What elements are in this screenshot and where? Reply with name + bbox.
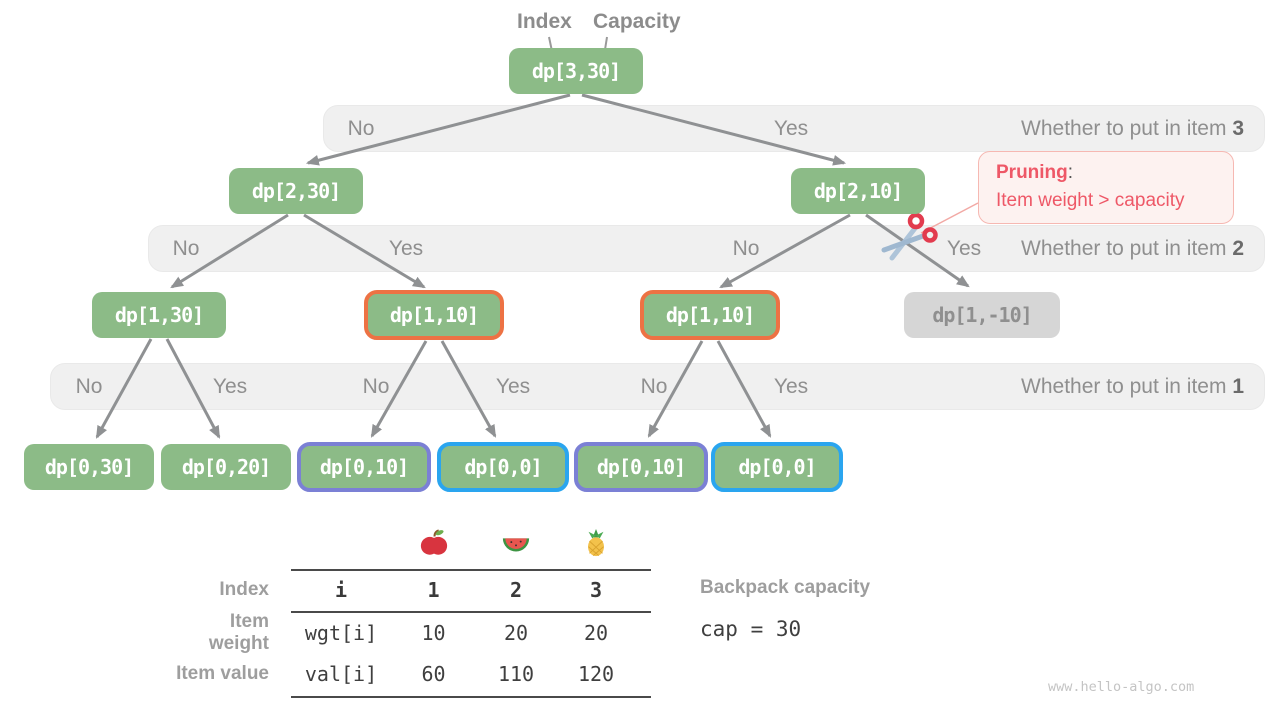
decision-label: No — [75, 375, 103, 398]
tree-arrows — [95, 93, 970, 439]
question-text: Whether to put in item — [1021, 375, 1233, 398]
table-cell: 2 — [509, 578, 523, 602]
table-rule-middle — [291, 611, 651, 613]
decision-label: Yes — [388, 237, 424, 260]
decision-label: No — [362, 375, 390, 398]
decision-bar-item-1: No Yes No Yes No Yes Whether to put in i… — [50, 363, 1265, 410]
apple-icon — [391, 528, 476, 558]
table-cell: wgt[i] — [304, 621, 378, 645]
node-dp-0-10-left: dp[0,10] — [297, 442, 431, 492]
node-dp-2-10: dp[2,10] — [791, 168, 925, 214]
table-cell: 20 — [583, 621, 609, 645]
node-dp-0-0-left: dp[0,0] — [437, 442, 569, 492]
index-label: Index — [517, 10, 572, 33]
table-rule-top — [291, 569, 651, 571]
pineapple-icon — [556, 528, 636, 558]
table-row-weight: Item weight wgt[i] 10 20 20 — [170, 611, 660, 654]
table-row-index: Index i 1 2 3 — [170, 569, 660, 611]
decision-label: Yes — [773, 117, 809, 140]
table-cell: 3 — [589, 578, 603, 602]
scissors-icon — [881, 212, 938, 261]
bar-question: Whether to put in item 1 — [1021, 364, 1244, 409]
question-item-number: 3 — [1232, 117, 1244, 140]
table-cell: i — [334, 578, 348, 602]
node-dp-1-30: dp[1,30] — [92, 292, 226, 338]
row-label: Index — [219, 579, 269, 600]
row-label: Item weight — [208, 611, 269, 654]
backpack-capacity-label: Backpack capacity — [700, 577, 871, 598]
decision-label: No — [732, 237, 760, 260]
node-dp-0-10-right: dp[0,10] — [574, 442, 708, 492]
pruning-colon: : — [1067, 162, 1074, 183]
pruning-title: Pruning — [996, 162, 1068, 183]
decision-label: No — [172, 237, 200, 260]
node-dp-1-neg10-pruned: dp[1,-10] — [904, 292, 1060, 338]
decision-label: Yes — [773, 375, 809, 398]
node-dp-2-30: dp[2,30] — [229, 168, 363, 214]
node-dp-0-30: dp[0,30] — [24, 444, 154, 490]
table-cell: 110 — [497, 662, 535, 686]
decision-label: No — [347, 117, 375, 140]
table-cell: val[i] — [304, 662, 378, 686]
decision-label: Yes — [495, 375, 531, 398]
decision-label: Yes — [946, 237, 982, 260]
node-dp-3-30: dp[3,30] — [509, 48, 643, 94]
backpack-capacity-block: Backpack capacity cap = 30 — [700, 577, 870, 641]
watermelon-icon — [476, 528, 556, 558]
table-cell: 1 — [427, 578, 440, 602]
capacity-label: Capacity — [593, 10, 681, 33]
decision-label: Yes — [212, 375, 248, 398]
watermark: www.hello-algo.com — [1048, 679, 1195, 695]
table-cell: 60 — [421, 662, 446, 686]
question-item-number: 2 — [1232, 237, 1244, 260]
table-cell: 10 — [421, 621, 446, 645]
table-cell: 120 — [577, 662, 615, 686]
items-table: Index i 1 2 3 Item weight wgt[i] 10 20 2… — [170, 516, 660, 698]
decision-bar-item-3: No Yes Whether to put in item 3 — [323, 105, 1265, 152]
fruit-row — [170, 516, 660, 569]
question-item-number: 1 — [1232, 375, 1244, 398]
bar-question: Whether to put in item 2 — [1021, 226, 1244, 271]
decision-label: No — [640, 375, 668, 398]
question-text: Whether to put in item — [1021, 237, 1233, 260]
node-dp-1-10-right: dp[1,10] — [640, 290, 780, 340]
pruning-callout: Pruning: Item weight > capacity — [978, 151, 1234, 224]
table-cell: 20 — [503, 621, 529, 645]
bar-question: Whether to put in item 3 — [1021, 106, 1244, 151]
row-label: Item value — [176, 663, 269, 684]
backpack-capacity-value: cap = 30 — [700, 617, 802, 641]
node-dp-1-10-left: dp[1,10] — [364, 290, 504, 340]
node-dp-0-20: dp[0,20] — [161, 444, 291, 490]
table-rule-bottom — [291, 696, 651, 698]
pruning-detail: Item weight > capacity — [996, 190, 1185, 211]
question-text: Whether to put in item — [1021, 117, 1233, 140]
table-row-value: Item value val[i] 60 110 120 — [170, 653, 660, 695]
node-dp-0-0-right: dp[0,0] — [711, 442, 843, 492]
